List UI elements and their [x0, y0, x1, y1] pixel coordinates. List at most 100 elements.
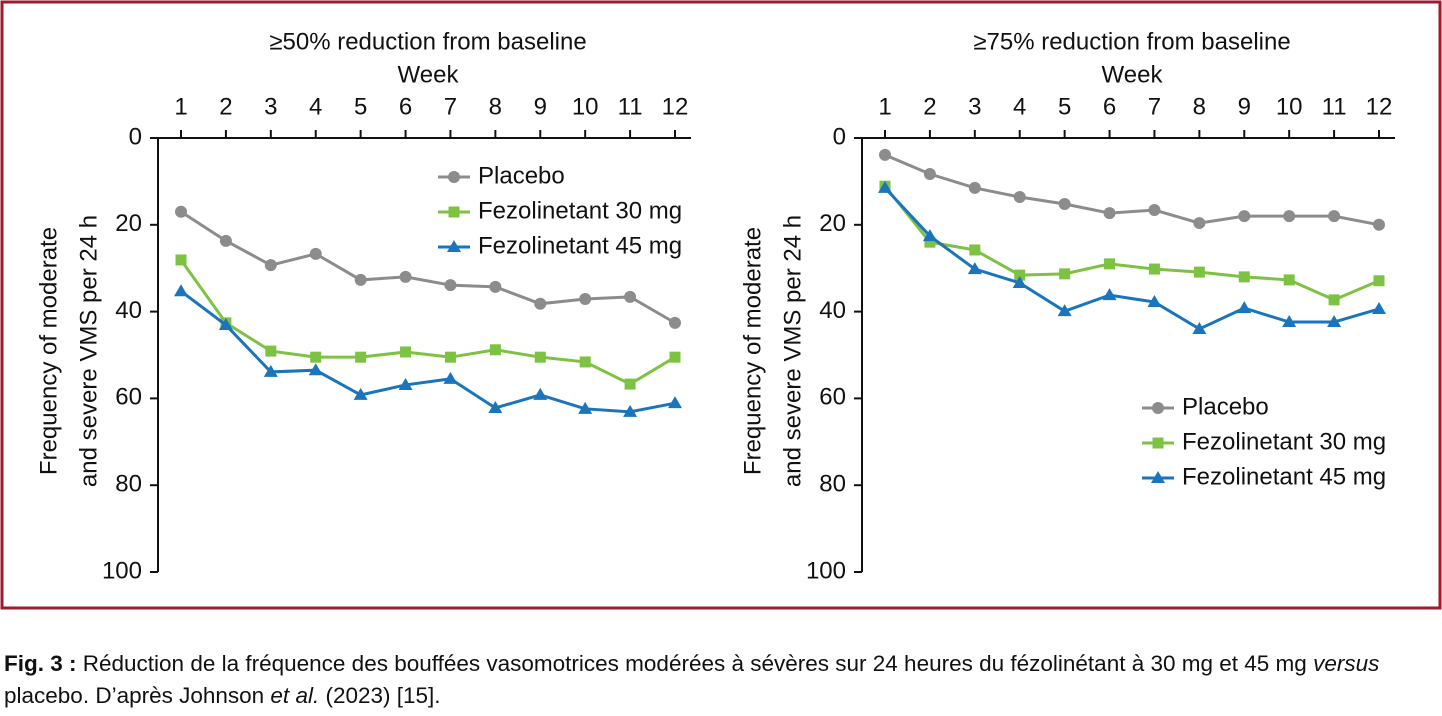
- marker: [1147, 295, 1162, 308]
- marker: [1238, 271, 1250, 283]
- series-line: [883, 185, 1380, 302]
- legend-label: Fezolinetant 30 mg: [478, 197, 682, 224]
- legend-marker: [448, 206, 460, 218]
- caption-text: (2023) [15].: [319, 683, 441, 708]
- marker: [669, 351, 681, 363]
- marker: [308, 363, 323, 376]
- x-tick-label: 1: [174, 93, 187, 120]
- x-tick-label: 9: [1238, 93, 1251, 120]
- y-axis-label: Frequency of moderate: [739, 227, 766, 475]
- x-tick-label: 2: [219, 93, 232, 120]
- marker: [1103, 207, 1116, 220]
- x-tick-label: 8: [489, 93, 502, 120]
- x-tick-label: 8: [1193, 93, 1206, 120]
- x-tick-label: 1: [878, 93, 891, 120]
- x-tick-label: 5: [1058, 93, 1071, 120]
- legend-label: Fezolinetant 45 mg: [1182, 463, 1386, 490]
- legend-marker: [1152, 437, 1164, 449]
- y-tick-label: 20: [819, 210, 846, 237]
- chart-title: ≥50% reduction from baseline: [269, 28, 586, 55]
- marker: [354, 273, 367, 286]
- y-tick-label: 0: [129, 123, 142, 150]
- legend-label: Placebo: [478, 162, 565, 189]
- marker: [1328, 210, 1341, 223]
- y-tick-label: 100: [102, 557, 142, 584]
- x-tick-label: 2: [923, 93, 936, 120]
- marker: [1373, 218, 1385, 231]
- marker: [1012, 275, 1027, 288]
- marker: [623, 404, 638, 417]
- marker: [355, 351, 367, 363]
- marker: [878, 180, 892, 193]
- caption-text: Réduction de la fréquence des bouffées v…: [76, 651, 1314, 676]
- marker: [175, 205, 187, 218]
- marker: [1059, 268, 1071, 280]
- legend-marker: [1151, 471, 1165, 483]
- y-tick-label: 0: [833, 123, 846, 150]
- legend-label: Fezolinetant 45 mg: [478, 232, 682, 259]
- marker: [443, 371, 458, 384]
- marker: [309, 247, 322, 260]
- frame: [0, 0, 1442, 610]
- y-tick-label: 60: [819, 384, 846, 411]
- x-tick-label: 9: [534, 93, 547, 120]
- marker: [265, 345, 277, 357]
- marker: [534, 297, 547, 310]
- marker: [444, 351, 456, 363]
- x-tick-label: 5: [354, 93, 367, 120]
- x-tick-label: 11: [1322, 93, 1347, 120]
- marker: [1148, 263, 1160, 275]
- legend-marker: [1152, 402, 1164, 414]
- marker: [219, 234, 232, 247]
- marker: [175, 254, 187, 266]
- marker: [1058, 197, 1071, 210]
- y-tick-label: 40: [115, 297, 142, 324]
- marker: [669, 316, 681, 329]
- series-line: [179, 259, 676, 386]
- marker: [263, 364, 278, 377]
- marker: [967, 262, 982, 275]
- marker: [353, 387, 368, 400]
- marker: [668, 396, 682, 409]
- marker: [218, 318, 233, 331]
- caption-label: Fig. 3 :: [4, 651, 77, 676]
- x-tick-label: 4: [309, 93, 322, 120]
- series-line: [180, 210, 676, 325]
- y-tick-label: 80: [115, 471, 142, 498]
- y-tick-label: 40: [819, 297, 846, 324]
- marker: [264, 259, 277, 272]
- marker: [489, 344, 501, 356]
- y-axis-label: Frequency of moderate: [35, 227, 62, 475]
- x-tick-label: 12: [1366, 93, 1393, 120]
- legend-marker: [447, 240, 461, 252]
- x-tick-label: 11: [618, 93, 643, 120]
- marker: [1104, 258, 1116, 270]
- marker: [398, 377, 413, 390]
- marker: [1327, 315, 1342, 328]
- x-tick-label: 6: [1103, 93, 1116, 120]
- caption-text: et al.: [270, 683, 320, 708]
- caption-text: versus: [1313, 651, 1380, 676]
- caption: Fig. 3 : Réduction de la fréquence des b…: [4, 648, 1440, 712]
- marker: [579, 293, 592, 306]
- marker: [1193, 266, 1205, 278]
- marker: [969, 244, 981, 256]
- marker: [400, 346, 412, 358]
- caption-text: placebo. D’après Johnson: [4, 683, 271, 708]
- x-tick-label: 6: [399, 93, 412, 120]
- x-tick-label: 12: [662, 93, 689, 120]
- y-axis-label: and severe VMS per 24 h: [75, 215, 102, 487]
- marker: [1372, 301, 1386, 314]
- x-tick-label: 10: [1276, 93, 1303, 120]
- legend-label: Fezolinetant 30 mg: [1182, 428, 1386, 455]
- marker: [1282, 315, 1297, 328]
- marker: [1328, 294, 1340, 306]
- legend-label: Placebo: [1182, 393, 1269, 420]
- marker: [1373, 275, 1385, 287]
- legend-marker: [448, 171, 460, 183]
- marker: [1102, 288, 1117, 301]
- chart-title: ≥75% reduction from baseline: [973, 28, 1290, 55]
- marker: [1238, 210, 1251, 223]
- marker: [1283, 274, 1295, 286]
- x-axis-label: Week: [1102, 61, 1164, 88]
